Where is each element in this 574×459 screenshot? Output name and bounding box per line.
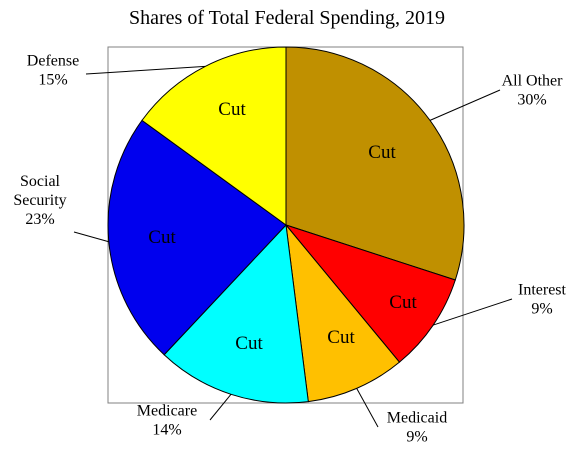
slice-labels: Cut All Other 30% Cut Interest 9% Cut Medicaid 9… — [13, 53, 566, 446]
slice-value-label-interest: 9% — [531, 301, 552, 318]
pie-slice-medicaid — [285, 223, 401, 403]
pie-slice-medicare — [163, 223, 309, 404]
slice-inner-label-defense: Cut — [218, 99, 246, 120]
leader-line-defense — [85, 65, 206, 75]
leader-line-all-other — [429, 89, 501, 121]
slice-name-label-defense: Defense — [27, 53, 79, 70]
slice-value-label-medicaid: 9% — [406, 429, 427, 446]
slice-inner-label-all-other: Cut — [368, 142, 396, 163]
slice-inner-label-medicare: Cut — [235, 333, 263, 354]
slice-name-label-social-security: Social — [20, 173, 61, 190]
pie-slices — [107, 46, 465, 404]
slice-value-label-defense: 15% — [38, 72, 67, 89]
slice-inner-label-medicaid: Cut — [327, 327, 355, 348]
slice-name-label-medicare: Medicare — [137, 403, 197, 420]
slice-inner-label-interest: Cut — [389, 292, 417, 313]
leader-line-medicare — [209, 393, 232, 421]
pie-slice-all-other — [285, 46, 465, 281]
slice-value-label-social-security: 23% — [25, 211, 54, 228]
leader-line-interest — [433, 298, 513, 326]
leader-line-medicaid — [356, 388, 379, 428]
leader-line-social-security — [73, 231, 109, 243]
slice-value-label-medicare: 14% — [152, 422, 181, 439]
slice-name-label-interest: Interest — [518, 282, 567, 299]
slice-name-label-all-other: All Other — [502, 73, 564, 90]
leader-lines — [73, 65, 513, 428]
pie-slice-defense — [141, 46, 287, 226]
pie-slice-interest — [284, 223, 456, 363]
chart-title: Shares of Total Federal Spending, 2019 — [129, 7, 445, 29]
slice-name-label-social-security: Security — [13, 192, 66, 209]
slice-inner-label-social-security: Cut — [148, 227, 176, 248]
pie-slice-social-security — [107, 119, 287, 356]
slice-value-label-all-other: 30% — [517, 92, 546, 109]
slice-name-label-medicaid: Medicaid — [387, 410, 447, 427]
